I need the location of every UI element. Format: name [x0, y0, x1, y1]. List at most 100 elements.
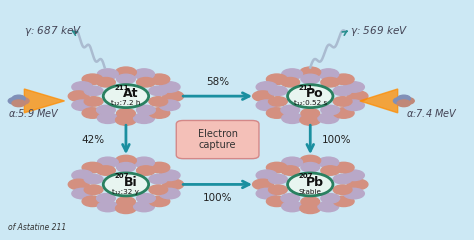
- Circle shape: [300, 67, 320, 78]
- Circle shape: [393, 98, 407, 104]
- Circle shape: [84, 97, 103, 106]
- Circle shape: [344, 170, 365, 180]
- Circle shape: [98, 113, 118, 123]
- Circle shape: [72, 170, 93, 180]
- Circle shape: [281, 105, 300, 115]
- Circle shape: [333, 174, 352, 184]
- Circle shape: [256, 100, 277, 110]
- Circle shape: [300, 203, 320, 214]
- Circle shape: [321, 78, 339, 87]
- Circle shape: [8, 98, 21, 104]
- Circle shape: [82, 74, 103, 84]
- Circle shape: [149, 174, 168, 184]
- Circle shape: [301, 197, 319, 206]
- Text: $\gamma$: 569 keV: $\gamma$: 569 keV: [350, 24, 409, 37]
- Circle shape: [301, 74, 319, 84]
- FancyBboxPatch shape: [176, 120, 259, 159]
- Circle shape: [117, 74, 135, 84]
- Circle shape: [103, 85, 149, 108]
- Circle shape: [149, 74, 170, 84]
- Circle shape: [149, 108, 170, 118]
- Circle shape: [97, 166, 115, 175]
- Circle shape: [321, 166, 339, 175]
- Circle shape: [82, 162, 103, 173]
- Circle shape: [318, 201, 339, 212]
- Circle shape: [347, 91, 368, 101]
- Text: 42%: 42%: [82, 135, 104, 144]
- Circle shape: [253, 91, 273, 101]
- Circle shape: [137, 105, 155, 115]
- Circle shape: [318, 113, 339, 123]
- Circle shape: [269, 185, 287, 194]
- Circle shape: [134, 201, 155, 212]
- Circle shape: [149, 86, 168, 96]
- Circle shape: [116, 155, 137, 166]
- Circle shape: [266, 74, 287, 84]
- Circle shape: [134, 157, 155, 168]
- Circle shape: [401, 98, 414, 104]
- Text: 211: 211: [114, 85, 129, 91]
- Circle shape: [137, 78, 155, 87]
- Circle shape: [117, 197, 135, 206]
- Circle shape: [282, 69, 302, 79]
- Circle shape: [281, 194, 300, 203]
- Circle shape: [300, 115, 320, 125]
- Circle shape: [266, 108, 287, 118]
- Circle shape: [333, 97, 352, 106]
- Circle shape: [149, 196, 170, 207]
- Circle shape: [288, 173, 333, 196]
- Circle shape: [318, 157, 339, 168]
- Circle shape: [97, 194, 115, 203]
- Circle shape: [282, 113, 302, 123]
- Text: 100%: 100%: [203, 192, 232, 203]
- Polygon shape: [360, 89, 398, 113]
- Circle shape: [269, 174, 287, 184]
- Circle shape: [117, 162, 135, 172]
- Circle shape: [266, 162, 287, 173]
- Circle shape: [97, 78, 115, 87]
- Circle shape: [116, 203, 137, 214]
- Text: 211: 211: [299, 85, 313, 91]
- Circle shape: [137, 194, 155, 203]
- Circle shape: [117, 108, 135, 118]
- Circle shape: [397, 100, 410, 107]
- Circle shape: [269, 86, 287, 96]
- Text: Pb: Pb: [306, 175, 324, 189]
- Circle shape: [333, 108, 354, 118]
- Circle shape: [397, 95, 410, 102]
- Circle shape: [256, 170, 277, 180]
- Circle shape: [266, 196, 287, 207]
- Circle shape: [333, 74, 354, 84]
- Circle shape: [84, 86, 103, 96]
- Circle shape: [16, 98, 29, 104]
- Text: $\gamma$: 687 keV: $\gamma$: 687 keV: [24, 24, 82, 37]
- Circle shape: [344, 100, 365, 110]
- Circle shape: [98, 69, 118, 79]
- Text: 100%: 100%: [321, 135, 351, 144]
- Circle shape: [98, 201, 118, 212]
- Circle shape: [282, 201, 302, 212]
- Circle shape: [72, 188, 93, 199]
- Circle shape: [84, 174, 103, 184]
- Circle shape: [149, 185, 168, 194]
- Circle shape: [72, 82, 93, 92]
- Circle shape: [347, 179, 368, 190]
- Circle shape: [12, 100, 25, 107]
- Circle shape: [333, 162, 354, 173]
- Circle shape: [134, 69, 155, 79]
- Circle shape: [288, 85, 333, 108]
- Circle shape: [84, 185, 103, 194]
- Circle shape: [103, 173, 149, 196]
- Circle shape: [333, 196, 354, 207]
- Circle shape: [344, 82, 365, 92]
- Circle shape: [116, 115, 137, 125]
- Text: At: At: [123, 87, 138, 100]
- Circle shape: [301, 162, 319, 172]
- Circle shape: [253, 179, 273, 190]
- Text: Po: Po: [306, 87, 324, 100]
- Circle shape: [301, 108, 319, 118]
- Text: Bi: Bi: [124, 175, 137, 189]
- Circle shape: [256, 188, 277, 199]
- Text: 207: 207: [299, 173, 313, 179]
- Circle shape: [321, 105, 339, 115]
